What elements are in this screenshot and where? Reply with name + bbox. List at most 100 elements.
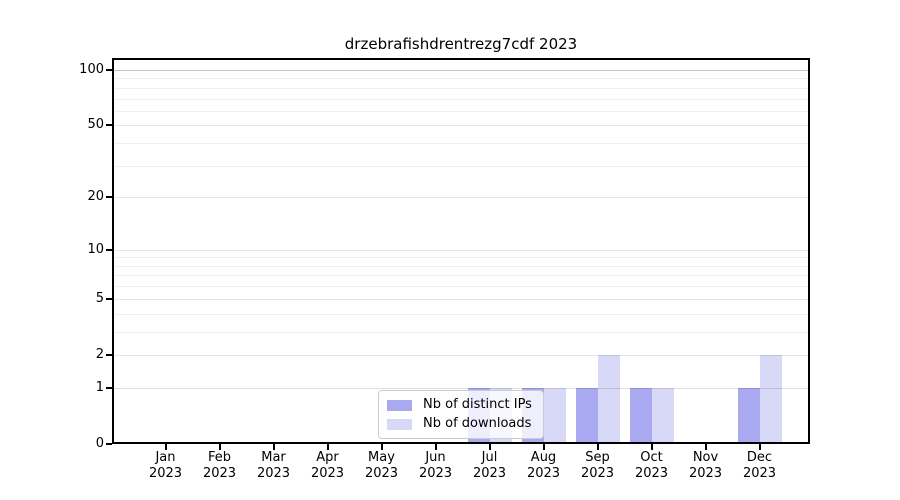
x-tick-month: Jul: [481, 450, 498, 465]
y-tick-label: 0: [95, 436, 104, 451]
x-tick: [704, 444, 707, 450]
x-tick-month: Dec: [746, 450, 773, 465]
x-tick-year: 2023: [526, 465, 561, 481]
y-gridline-7: [114, 275, 808, 277]
x-tick-month: Apr: [316, 450, 339, 465]
y-gridline-1: [114, 387, 808, 389]
legend-item-distinct-ips: Nb of distinct IPs: [387, 398, 535, 412]
x-tick: [272, 444, 275, 450]
x-tick-label: Apr 2023: [300, 450, 356, 481]
x-tick-month: Oct: [640, 450, 663, 465]
legend-label-downloads: Nb of downloads: [423, 416, 532, 431]
y-tick-label: 1: [95, 379, 104, 395]
y-tick: [106, 248, 112, 251]
x-tick-label: Jul 2023: [462, 450, 518, 481]
x-tick-year: 2023: [364, 465, 399, 481]
y-tick-label: 10: [87, 241, 104, 257]
x-tick-month: Mar: [261, 450, 286, 465]
y-gridline-8: [114, 265, 808, 267]
x-tick-year: 2023: [256, 465, 291, 481]
x-tick-month: May: [368, 450, 395, 465]
legend: Nb of distinct IPs Nb of downloads: [378, 390, 544, 439]
x-tick-month: Jun: [425, 450, 446, 465]
x-tick: [218, 444, 221, 450]
x-tick-year: 2023: [742, 465, 777, 481]
bar-downloads: [597, 354, 620, 442]
bar-downloads: [759, 354, 782, 442]
y-gridline-9: [114, 257, 808, 259]
x-tick-label: May 2023: [354, 450, 410, 481]
plot-area: [112, 58, 810, 444]
x-tick-month: Sep: [585, 450, 610, 465]
y-gridline-80: [114, 87, 808, 89]
x-tick-month: Nov: [692, 450, 719, 465]
legend-label-distinct-ips: Nb of distinct IPs: [423, 397, 532, 412]
y-gridline-70: [114, 98, 808, 100]
x-tick: [596, 444, 599, 450]
x-tick-year: 2023: [418, 465, 453, 481]
bar-distinct-ips: [575, 387, 598, 442]
y-gridline-10: [114, 249, 808, 251]
x-tick: [542, 444, 545, 450]
x-tick: [488, 444, 491, 450]
x-tick-month: Feb: [207, 450, 232, 465]
y-gridline-50: [114, 125, 808, 127]
y-gridline-100: [114, 70, 808, 71]
legend-swatch-downloads-icon: [387, 418, 412, 430]
legend-item-downloads: Nb of downloads: [387, 417, 535, 431]
legend-swatch-distinct-ips-icon: [387, 399, 412, 411]
x-tick: [434, 444, 437, 450]
y-gridline-20: [114, 197, 808, 199]
x-tick-label: Nov 2023: [678, 450, 734, 481]
x-tick-label: Aug 2023: [516, 450, 572, 481]
y-tick: [106, 69, 112, 71]
x-tick: [164, 444, 167, 450]
x-tick-label: Mar 2023: [246, 450, 302, 481]
y-tick: [106, 443, 112, 445]
y-gridline-4: [114, 313, 808, 315]
y-gridline-90: [114, 78, 808, 80]
x-tick-year: 2023: [472, 465, 507, 481]
y-tick-label: 5: [95, 290, 104, 306]
y-gridline-6: [114, 286, 808, 288]
y-gridline-5: [114, 298, 808, 300]
y-gridline-40: [114, 143, 808, 145]
chart-title: drzebrafishdrentrezg7cdf 2023: [344, 35, 578, 53]
x-tick-label: Jan 2023: [138, 450, 194, 481]
x-tick-year: 2023: [202, 465, 237, 481]
y-gridline-3: [114, 331, 808, 333]
x-tick-month: Aug: [530, 450, 557, 465]
y-tick: [106, 386, 112, 389]
bar-distinct-ips: [737, 387, 760, 442]
x-tick: [326, 444, 329, 450]
x-tick: [380, 444, 383, 450]
x-tick-label: Sep 2023: [570, 450, 626, 481]
y-tick: [106, 196, 112, 199]
y-tick-label: 100: [79, 62, 104, 77]
y-gridline-2: [114, 354, 808, 356]
y-tick: [106, 297, 112, 300]
x-tick-label: Dec 2023: [732, 450, 788, 481]
x-tick-year: 2023: [580, 465, 615, 481]
x-tick: [758, 444, 761, 450]
y-tick: [106, 353, 112, 356]
y-tick-label: 20: [87, 189, 104, 205]
bar-downloads: [651, 387, 674, 442]
y-gridline-30: [114, 165, 808, 167]
x-tick-year: 2023: [688, 465, 723, 481]
x-tick-month: Jan: [155, 450, 176, 465]
y-tick-label: 2: [95, 346, 104, 362]
x-tick-label: Jun 2023: [408, 450, 464, 481]
bar-downloads: [543, 387, 566, 442]
y-tick-label: 50: [87, 117, 104, 133]
y-gridline-60: [114, 110, 808, 112]
x-tick-year: 2023: [148, 465, 183, 481]
x-tick-label: Oct 2023: [624, 450, 680, 481]
x-tick: [650, 444, 653, 450]
x-tick-label: Feb 2023: [192, 450, 248, 481]
x-tick-year: 2023: [634, 465, 669, 481]
x-tick-year: 2023: [310, 465, 345, 481]
y-tick: [106, 124, 112, 127]
bar-distinct-ips: [629, 387, 652, 442]
